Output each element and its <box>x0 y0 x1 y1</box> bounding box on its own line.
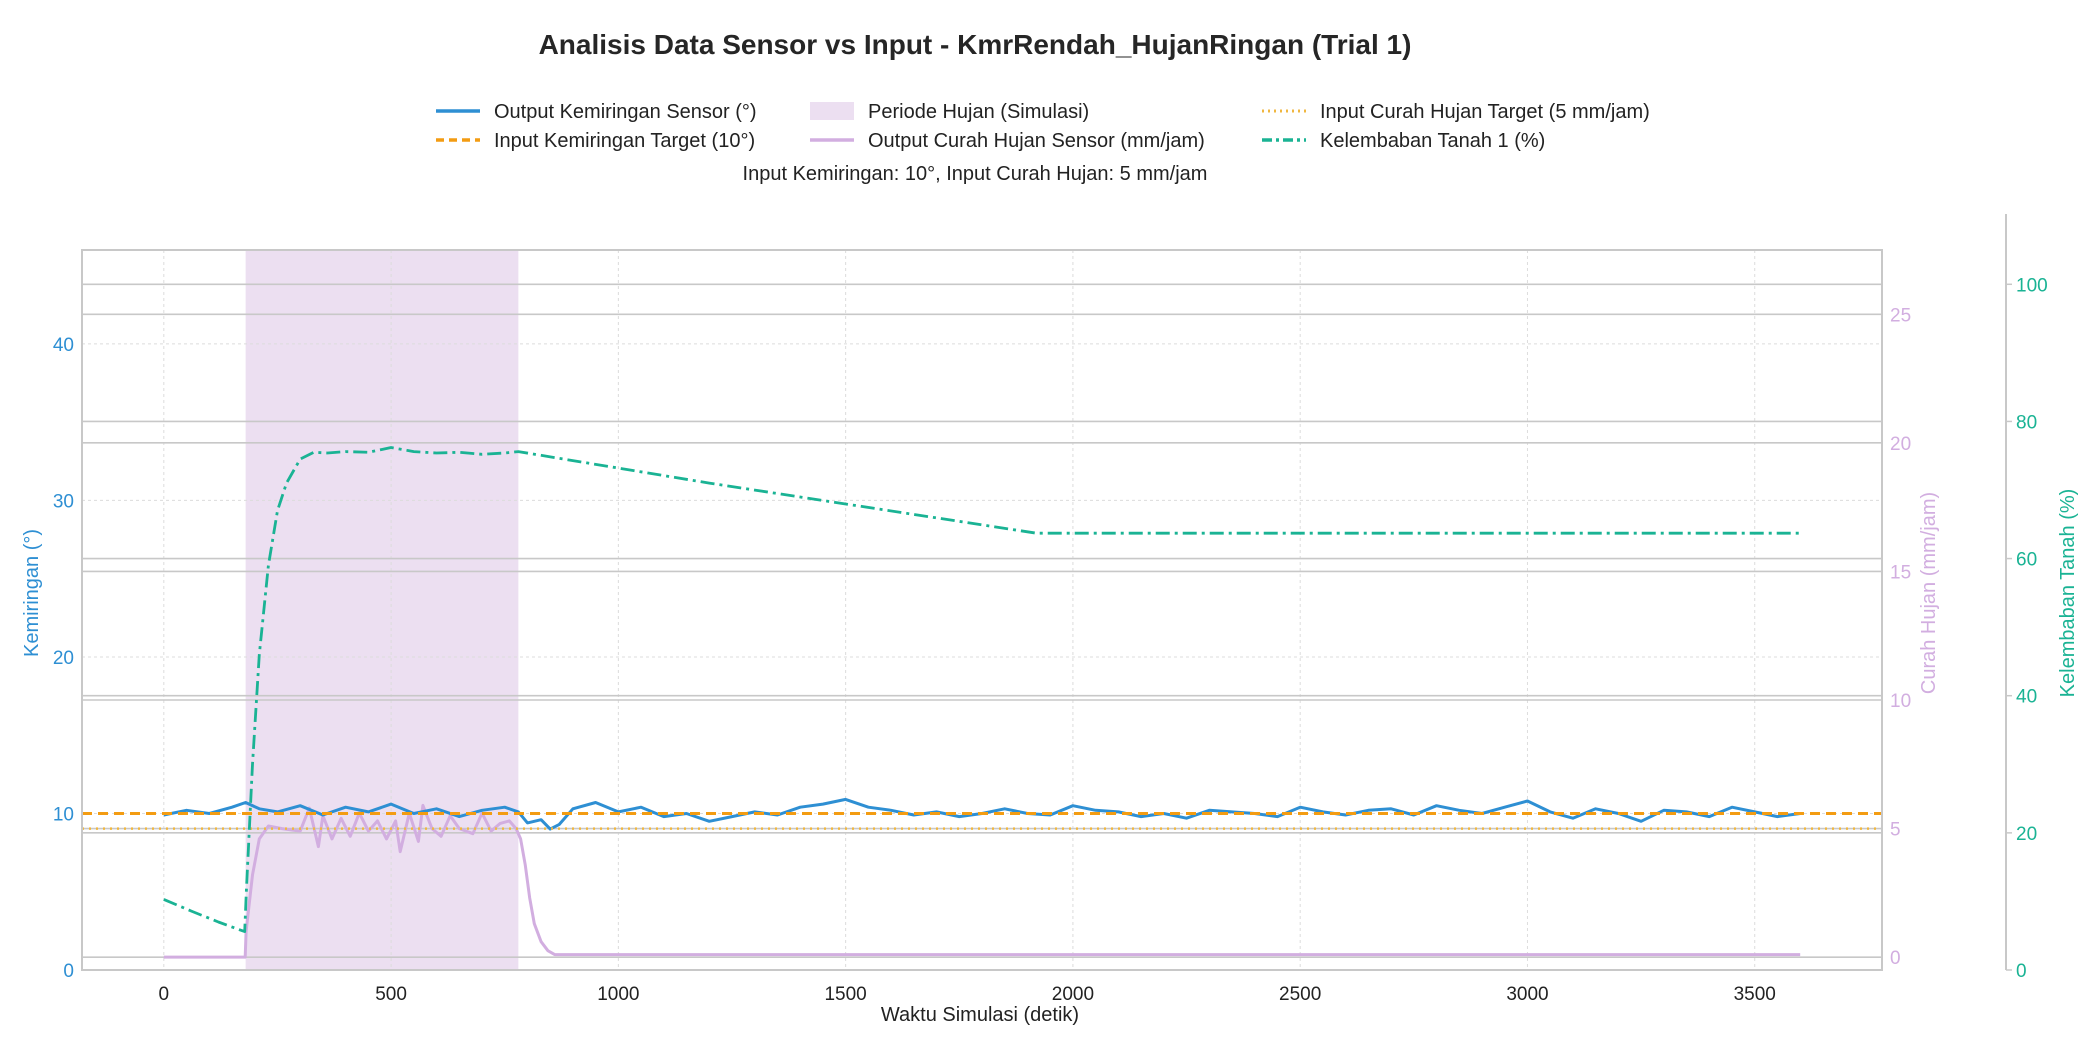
right-axis-curah-hujan-label: Curah Hujan (mm/jam) <box>1918 492 1940 694</box>
legend-swatch-rain-period <box>810 102 854 120</box>
chart-subtitle: Input Kemiringan: 10°, Input Curah Hujan… <box>743 163 1208 185</box>
x-axis: 0 500 1000 1500 2000 2500 3000 3500 <box>159 984 1776 1005</box>
curah-hujan-tick-label: 5 <box>1890 820 1901 841</box>
x-tick-label: 500 <box>375 984 407 1005</box>
left-tick-label: 30 <box>53 491 74 512</box>
left-tick-label: 20 <box>53 648 74 669</box>
chart-title: Analisis Data Sensor vs Input - KmrRenda… <box>539 29 1412 60</box>
rain-period-rect <box>245 250 519 970</box>
kelembaban-tick-label: 100 <box>2016 275 2048 296</box>
series-line-4 <box>163 446 1801 933</box>
legend-label: Input Curah Hujan Target (5 mm/jam) <box>1320 101 1650 123</box>
kelembaban-tick-label: 60 <box>2016 550 2037 571</box>
right-axis-curah-hujan: 0 5 10 15 20 25 <box>1890 305 1911 969</box>
legend-label: Output Curah Hujan Sensor (mm/jam) <box>868 130 1205 152</box>
series-line-2 <box>163 803 1801 959</box>
kelembaban-tick-label: 80 <box>2016 412 2037 433</box>
right-axis-kelembaban: 0 20 40 60 80 100 <box>2005 214 2048 982</box>
legend-label: Output Kemiringan Sensor (°) <box>494 101 757 123</box>
x-tick-label: 3500 <box>1734 984 1776 1005</box>
legend-label: Input Kemiringan Target (10°) <box>494 130 755 152</box>
plot-border <box>81 249 1883 971</box>
left-tick-label: 40 <box>53 335 74 356</box>
curah-hujan-tick-label: 20 <box>1890 434 1911 455</box>
x-tick-label: 1000 <box>597 984 639 1005</box>
curah-hujan-tick-label: 15 <box>1890 562 1911 583</box>
rain-period-band <box>245 250 519 970</box>
legend: Output Kemiringan Sensor (°) Input Kemiri… <box>436 101 1650 152</box>
x-tick-label: 1500 <box>824 984 866 1005</box>
left-axis: 0 10 20 30 40 <box>53 335 74 982</box>
x-tick-label: 2500 <box>1279 984 1321 1005</box>
legend-label: Periode Hujan (Simulasi) <box>868 101 1089 123</box>
x-axis-label: Waktu Simulasi (detik) <box>881 1004 1079 1026</box>
plot-frame <box>81 249 1883 971</box>
left-tick-label: 10 <box>53 804 74 825</box>
curah-hujan-tick-label: 0 <box>1890 948 1901 969</box>
x-tick-label: 0 <box>159 984 170 1005</box>
kelembaban-tick-label: 0 <box>2016 961 2027 982</box>
series-line-0 <box>163 797 1801 831</box>
x-tick-label: 3000 <box>1506 984 1548 1005</box>
curah-hujan-tick-label: 10 <box>1890 691 1911 712</box>
x-tick-label: 2000 <box>1052 984 1094 1005</box>
left-tick-label: 0 <box>63 961 74 982</box>
right-axis-kelembaban-label: Kelembaban Tanah (%) <box>2057 489 2079 698</box>
kelembaban-tick-label: 40 <box>2016 687 2037 708</box>
kelembaban-tick-label: 20 <box>2016 824 2037 845</box>
curah-hujan-tick-label: 25 <box>1890 305 1911 326</box>
legend-label: Kelembaban Tanah 1 (%) <box>1320 130 1545 152</box>
series-lines <box>82 446 1882 959</box>
left-axis-label: Kemiringan (°) <box>21 529 43 657</box>
